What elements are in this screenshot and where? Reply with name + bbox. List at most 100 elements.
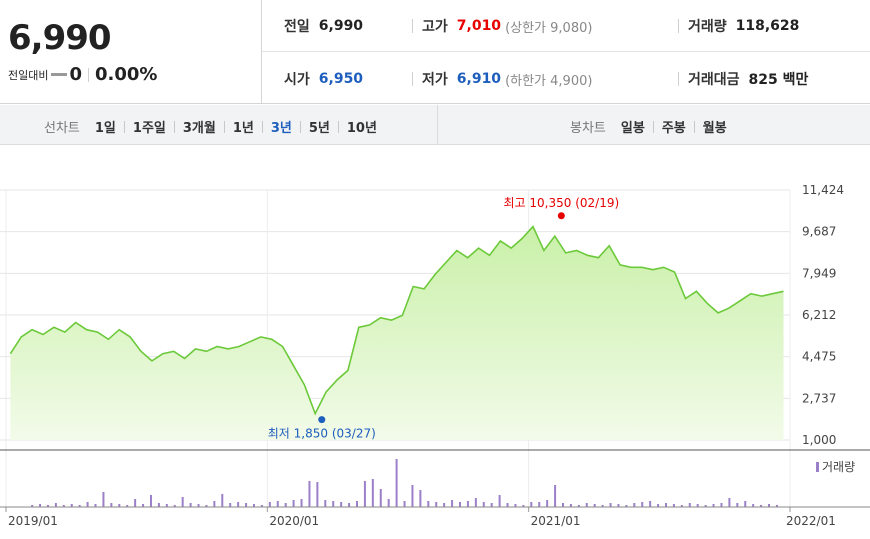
stat-value: 825 백만	[748, 72, 809, 88]
volume-bar	[752, 504, 755, 507]
volume-bar	[62, 505, 65, 507]
stat-low: 저가 6,910 (하한가 4,900)	[422, 69, 592, 89]
volume-bar	[443, 503, 446, 507]
period-1y-button[interactable]: 1년	[232, 121, 254, 136]
stat-high: 고가 7,010 (상한가 9,080)	[422, 16, 592, 36]
stat-label: 전일	[284, 19, 310, 35]
volume-bar	[316, 482, 319, 507]
volume-bar	[538, 502, 541, 507]
volume-bar	[252, 504, 255, 507]
volume-bar	[506, 503, 509, 507]
volume-bar	[332, 501, 335, 507]
period-3y-button[interactable]: 3년	[270, 121, 292, 136]
divider	[88, 67, 90, 82]
volume-bar	[340, 502, 343, 507]
volume-chart: 거래량	[31, 459, 855, 507]
toolbar-divider	[437, 105, 438, 145]
volume-bar	[451, 500, 454, 507]
volume-bar	[530, 502, 533, 507]
stat-label: 거래대금	[688, 72, 740, 88]
upper-limit: (상한가 9,080)	[505, 20, 593, 36]
candle-daily-button[interactable]: 일봉	[620, 121, 645, 136]
divider	[678, 72, 679, 86]
high-annotation: 최고 10,350 (02/19)	[504, 196, 620, 210]
stat-amount: 거래대금 825 백만	[688, 69, 808, 89]
volume-bar	[696, 504, 699, 507]
volume-bar	[601, 505, 604, 507]
period-3m-button[interactable]: 3개월	[182, 121, 216, 136]
price-change: 전일대비 0 0.00%	[8, 64, 157, 85]
volume-bar	[554, 485, 557, 507]
volume-bar	[78, 505, 81, 507]
current-price-panel: 6,990 전일대비 0 0.00%	[0, 0, 262, 104]
divider	[173, 120, 175, 133]
y-tick-label: 6,212	[802, 308, 836, 322]
volume-bar	[720, 503, 723, 507]
period-1d-button[interactable]: 1일	[94, 121, 116, 136]
volume-bar	[736, 503, 739, 507]
candle-monthly-button[interactable]: 월봉	[702, 121, 727, 136]
divider	[412, 19, 413, 33]
volume-bar	[427, 501, 430, 507]
divider	[123, 120, 125, 133]
volume-bar	[387, 499, 390, 507]
volume-bar	[625, 505, 628, 507]
row-divider	[262, 51, 870, 52]
x-tick-label: 2019/01	[8, 514, 58, 528]
volume-bar	[665, 503, 668, 507]
volume-bar	[403, 501, 406, 507]
volume-bar	[173, 505, 176, 507]
change-value: 0	[69, 64, 83, 85]
volume-bar	[348, 503, 351, 507]
stat-value: 7,010	[456, 18, 502, 34]
y-tick-label: 2,737	[802, 391, 836, 405]
volume-bar	[260, 505, 263, 507]
volume-bar	[110, 503, 113, 507]
volume-bar	[70, 504, 73, 507]
volume-bar	[165, 504, 168, 507]
divider	[693, 120, 695, 133]
volume-bar	[371, 479, 374, 507]
volume-bar	[522, 505, 525, 507]
candle-selector: 봉차트 일봉 주봉 월봉	[570, 117, 727, 136]
volume-bar	[585, 503, 588, 507]
candle-weekly-button[interactable]: 주봉	[661, 121, 686, 136]
x-tick-label: 2020/01	[269, 514, 319, 528]
volume-bar	[31, 505, 34, 507]
divider	[337, 120, 339, 133]
volume-bar	[300, 499, 303, 507]
volume-bar	[577, 505, 580, 507]
period-1w-button[interactable]: 1주일	[132, 121, 166, 136]
stat-label: 거래량	[688, 19, 727, 35]
volume-bar	[229, 503, 232, 507]
volume-bar	[466, 501, 469, 507]
volume-bar	[363, 481, 366, 507]
volume-bar	[609, 503, 612, 507]
stat-label: 시가	[284, 72, 310, 88]
volume-bar	[284, 503, 287, 507]
flat-icon	[51, 73, 68, 76]
chart-toolbar: 선차트 1일 1주일 3개월 1년 3년 5년 10년 봉차트 일봉 주봉 월봉	[0, 105, 870, 145]
volume-bar	[94, 504, 97, 507]
volume-bar	[134, 499, 137, 507]
volume-bar	[657, 504, 660, 507]
volume-bar	[276, 501, 279, 507]
line-chart-title: 선차트	[44, 121, 80, 136]
volume-label: 거래량	[822, 460, 855, 474]
divider	[412, 72, 413, 86]
volume-bar	[649, 501, 652, 507]
change-rate: 0.00%	[95, 64, 158, 85]
volume-bar	[775, 505, 778, 507]
period-5y-button[interactable]: 5년	[308, 121, 330, 136]
price-line	[9, 225, 784, 416]
high-marker	[557, 212, 565, 220]
period-10y-button[interactable]: 10년	[346, 121, 377, 136]
volume-bar	[458, 502, 461, 507]
period-selector: 선차트 1일 1주일 3개월 1년 3년 5년 10년	[44, 117, 377, 136]
divider	[678, 19, 679, 33]
volume-bar	[189, 503, 192, 507]
volume-bar	[514, 504, 517, 507]
volume-bar	[308, 481, 311, 507]
volume-bar	[672, 504, 675, 507]
volume-bar	[688, 503, 691, 507]
